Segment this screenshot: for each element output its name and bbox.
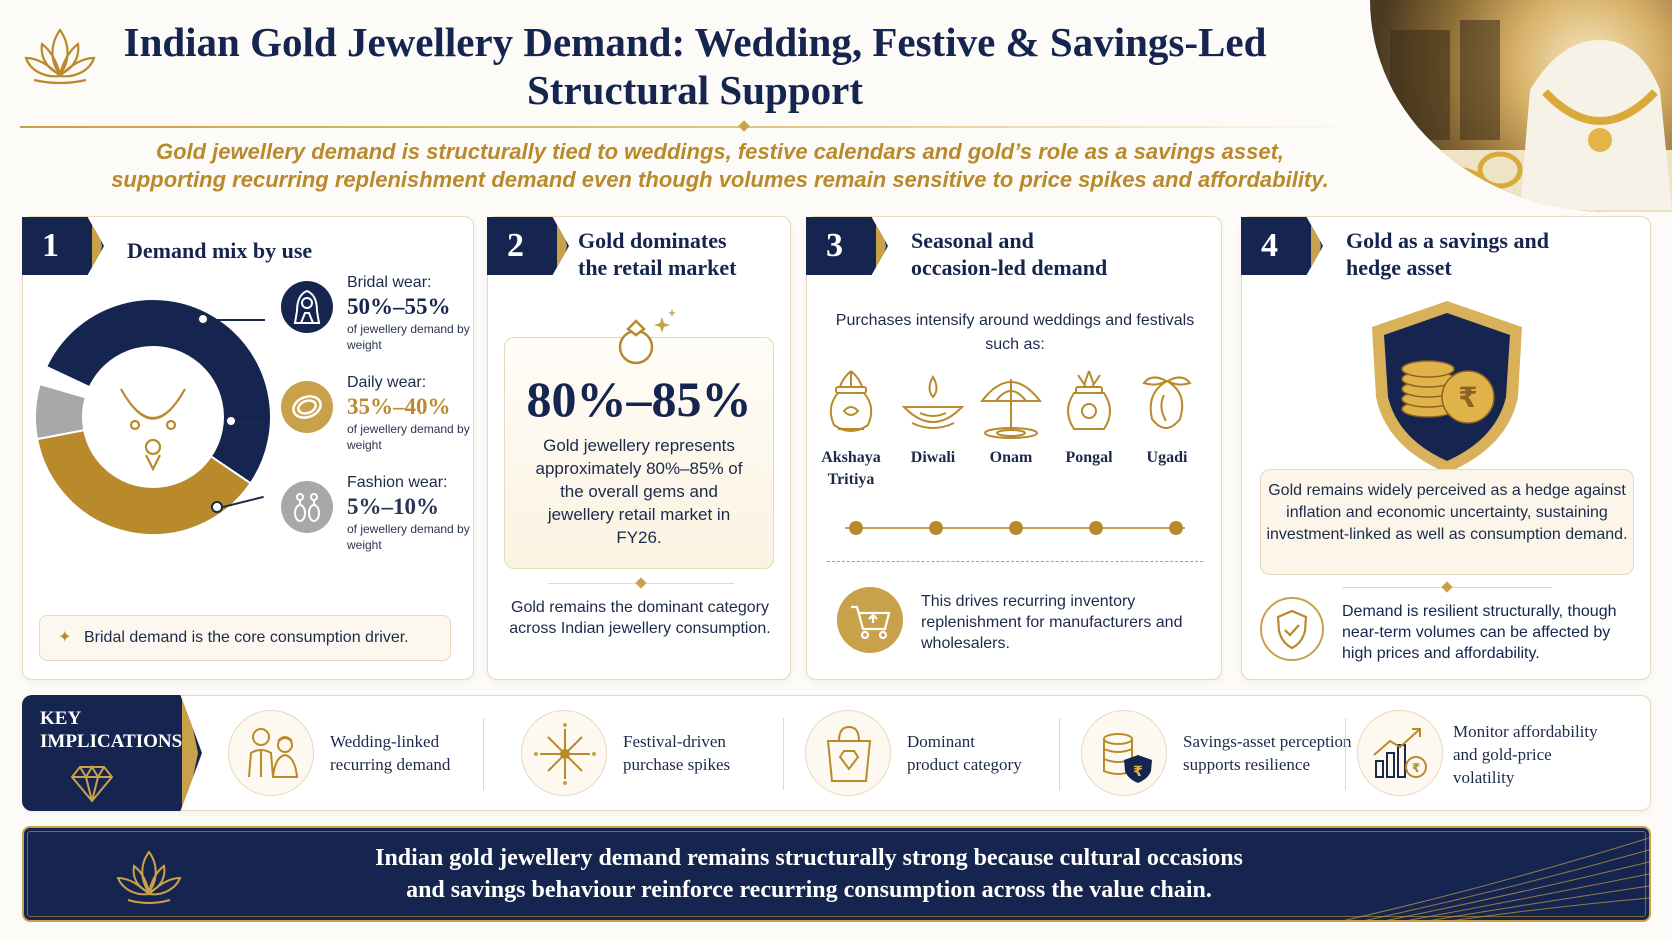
festival-pongal: Pongal xyxy=(1049,367,1129,469)
bride-icon xyxy=(281,281,333,333)
retail-share-description: Gold jewellery represents approximately … xyxy=(535,436,743,547)
card-number: 3 xyxy=(806,217,888,275)
timeline-dot xyxy=(1089,521,1103,535)
festival-ugadi: Ugadi xyxy=(1127,367,1207,469)
couple-icon xyxy=(228,710,314,796)
card-title: Demand mix by use xyxy=(127,238,313,263)
fashion-dot xyxy=(211,501,223,513)
hedge-description: Gold remains widely perceived as a hedge… xyxy=(1260,469,1634,575)
bridal-callout: ✦ Bridal demand is the core consumption … xyxy=(39,615,451,661)
divider xyxy=(783,718,784,790)
shopping-bag-icon xyxy=(805,710,891,796)
umbrella-icon xyxy=(979,379,1043,439)
lotus-logo-icon xyxy=(24,28,96,85)
lotus-icon xyxy=(116,850,182,904)
bangle-icon xyxy=(281,381,333,433)
seasonal-demand-card: 3 Seasonal and occasion-led demand Purch… xyxy=(806,216,1222,680)
savings-footnote: Demand is resilient structurally, though… xyxy=(1342,603,1617,662)
daily-connector xyxy=(233,421,265,423)
key-implications-bar: KEY IMPLICATIONS Wedding-linked recurring… xyxy=(22,695,1651,811)
shield-check-icon xyxy=(1260,597,1324,661)
retail-footnote: Gold remains the dominant category acros… xyxy=(509,599,771,637)
divider xyxy=(483,718,484,790)
retail-share-stat: 80%–85% xyxy=(526,371,752,427)
fireworks-icon xyxy=(521,710,607,796)
card-number: 2 xyxy=(487,217,569,275)
card-title: Seasonal and occasion-led demand xyxy=(911,228,1108,280)
divider xyxy=(1059,718,1060,790)
timeline-dot xyxy=(929,521,943,535)
decorative-gold-lines xyxy=(1344,837,1649,920)
bridal-connector xyxy=(205,319,265,321)
demand-mix-card: 1 Demand mix by use Bridal wear: 50%–55%… xyxy=(22,216,474,680)
sparkle-icon: ✦ xyxy=(58,629,72,646)
page-title: Indian Gold Jewellery Demand: Wedding, F… xyxy=(123,19,1267,113)
festival-akshaya-tritiya: Akshaya Tritiya xyxy=(811,367,891,491)
divider xyxy=(1345,718,1346,790)
demand-mix-donut xyxy=(34,298,272,536)
key-implications-title: KEY IMPLICATIONS xyxy=(40,708,183,752)
diya-icon xyxy=(901,375,965,429)
fashion-share: 5%–10% xyxy=(347,494,439,519)
daily-dot xyxy=(225,415,237,427)
festival-onam: Onam xyxy=(971,367,1051,469)
card-title: Gold dominates the retail market xyxy=(578,228,737,280)
kalash-icon xyxy=(829,370,873,432)
timeline-dot xyxy=(1009,521,1023,535)
festival-diwali: Diwali xyxy=(893,367,973,469)
diamond-ring-icon xyxy=(618,309,676,365)
title-divider xyxy=(20,126,1370,128)
bridal-share: 50%–55% xyxy=(347,294,451,319)
svg-text:₹: ₹ xyxy=(1133,764,1143,780)
seasonal-footnote: This drives recurring inventory replenis… xyxy=(921,593,1183,652)
timeline-dot xyxy=(1169,521,1183,535)
price-chart-icon: ₹ xyxy=(1357,710,1443,796)
coins-shield-icon: ₹ xyxy=(1081,710,1167,796)
necklace-icon xyxy=(120,388,186,472)
daily-share: 35%–40% xyxy=(347,394,451,419)
card-title: Gold as a savings and hedge asset xyxy=(1346,228,1549,280)
retail-dominance-card: 2 Gold dominates the retail market 80%–8… xyxy=(487,216,791,680)
card-number: 1 xyxy=(22,217,104,275)
page-subtitle: Gold jewellery demand is structurally ti… xyxy=(111,139,1329,192)
summary-text: Indian gold jewellery demand remains str… xyxy=(375,845,1243,903)
mango-icon xyxy=(1142,376,1192,429)
pongal-pot-icon xyxy=(1067,370,1111,430)
savings-hedge-card: 4 Gold as a savings and hedge asset ₹ Go… xyxy=(1241,216,1651,680)
key-implications-tag: KEY IMPLICATIONS xyxy=(22,695,202,811)
coins-shield-icon: ₹ xyxy=(1372,301,1522,473)
header: Indian Gold Jewellery Demand: Wedding, F… xyxy=(0,0,1672,212)
timeline-dot xyxy=(849,521,863,535)
diamond-icon xyxy=(70,765,114,803)
divider xyxy=(827,561,1203,562)
festival-intro: Purchases intensify around weddings and … xyxy=(835,312,1195,353)
svg-text:₹: ₹ xyxy=(1412,761,1420,775)
earrings-icon xyxy=(281,481,333,533)
donut-segment-fashion xyxy=(34,382,88,441)
divider xyxy=(548,583,734,584)
svg-text:₹: ₹ xyxy=(1458,381,1477,414)
bridal-dot xyxy=(197,313,209,325)
jewellery-showroom-image xyxy=(1370,0,1672,212)
divider xyxy=(1342,587,1552,588)
retail-share-box: 80%–85% Gold jewellery represents approx… xyxy=(504,337,774,569)
shopping-cart-icon xyxy=(837,587,903,653)
card-number: 4 xyxy=(1241,217,1323,275)
summary-banner: Indian gold jewellery demand remains str… xyxy=(22,826,1651,922)
